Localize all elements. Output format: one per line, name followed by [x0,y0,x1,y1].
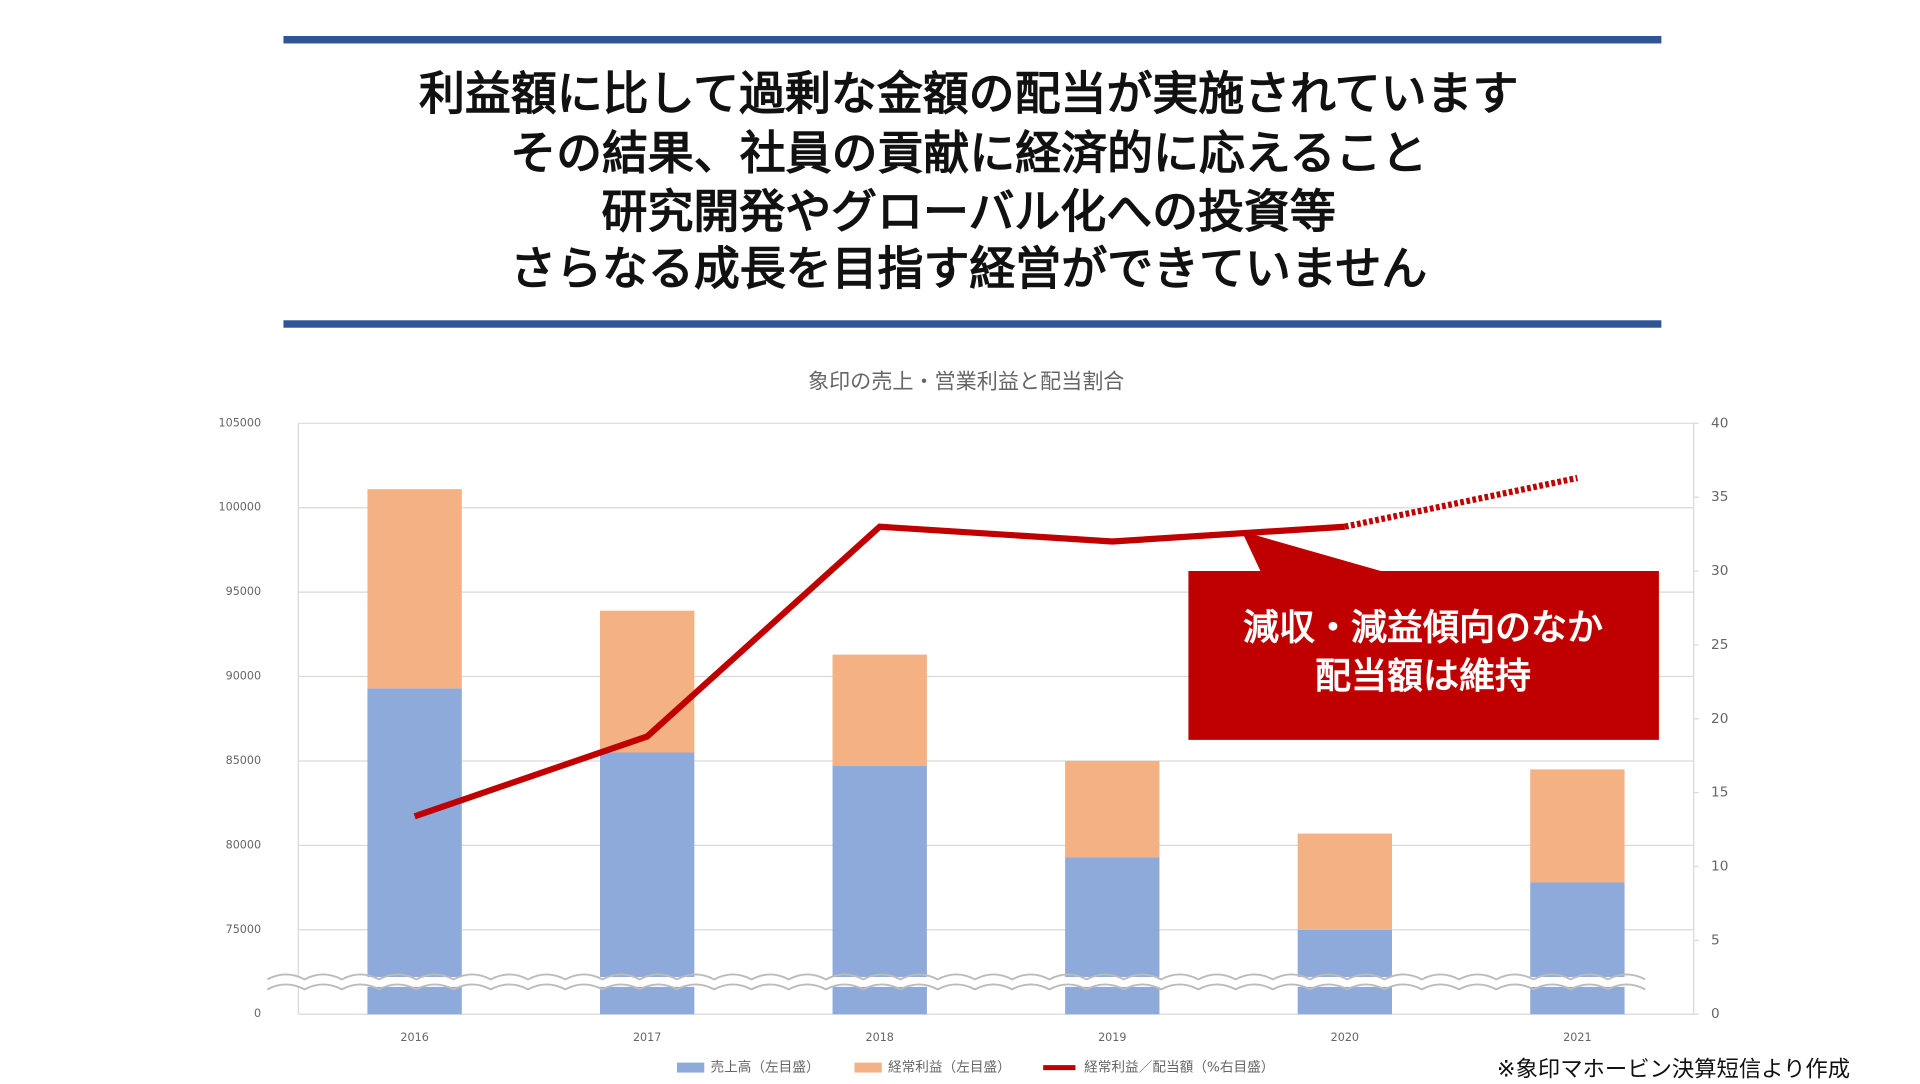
y2-tick-label: 15 [1711,785,1728,801]
line-projected [1344,474,1579,530]
headline: さらなる成長を目指す経営ができていません [510,241,1427,295]
chart-title: 象印の売上・営業利益と配当割合 [808,368,1124,393]
legend-label: 経常利益／配当額（%右目盛） [1084,1060,1274,1076]
callout-text: 減収・減益傾向のなか [1243,607,1603,648]
x-tick-label: 2021 [1563,1031,1591,1044]
bar-segment [1297,833,1392,930]
bar-segment [600,752,695,1015]
callout [1188,531,1659,740]
headline: その結果、社員の貢献に経済的に応えること [510,126,1427,180]
y2-tick-label: 30 [1711,563,1728,579]
y2-tick-label: 25 [1711,637,1728,653]
line [413,523,1346,820]
y2-tick-label: 40 [1711,415,1728,431]
y2-tick-label: 0 [1711,1006,1720,1022]
axis-break [266,973,1646,981]
callout-text: 配当額は維持 [1315,656,1531,697]
y-tick-label: 85000 [226,754,262,767]
rule [283,320,1662,328]
bar-segment [1530,769,1625,883]
bar-segment [832,654,927,767]
bar-segment [1297,929,1392,1015]
y-tick-label: 100000 [219,501,262,514]
legend-label: 経常利益（左目盛） [888,1060,1011,1076]
legend-label: 売上高（左目盛） [710,1059,819,1076]
axis-break [266,983,1646,991]
y-tick-label: 0 [254,1007,261,1020]
y2-tick-label: 5 [1711,932,1720,948]
x-tick-label: 2017 [633,1031,661,1044]
bar-segment [367,688,462,1015]
x-tick-label: 2018 [866,1031,894,1044]
y-tick-label: 80000 [226,838,262,851]
bar-segment [832,766,927,1015]
y-tick-label: 105000 [219,416,262,429]
bar-segment [1530,882,1625,1015]
y2-tick-label: 35 [1711,489,1728,505]
bar-segment [600,610,695,753]
source-note: ※象印マホービン決算短信より作成 [1497,1057,1850,1080]
y2-tick-label: 20 [1711,711,1728,727]
bar-segment [1065,760,1160,858]
y-tick-label: 90000 [226,670,262,683]
rule [283,36,1662,44]
y-tick-label: 75000 [226,923,262,936]
x-tick-label: 2016 [400,1031,428,1044]
headline: 利益額に比して過剰な金額の配当が実施されています [419,66,1518,120]
y2-tick-label: 10 [1711,858,1728,874]
axis-break-band [267,976,1664,987]
y-tick-label: 95000 [226,585,262,598]
headline: 研究開発やグローバル化への投資等 [602,184,1336,238]
bar-segment [367,489,462,689]
legend-swatch [854,1062,882,1073]
legend-swatch [676,1062,705,1073]
bar-segment [1065,857,1160,1015]
x-tick-label: 2020 [1331,1031,1359,1044]
x-tick-label: 2019 [1098,1031,1126,1044]
